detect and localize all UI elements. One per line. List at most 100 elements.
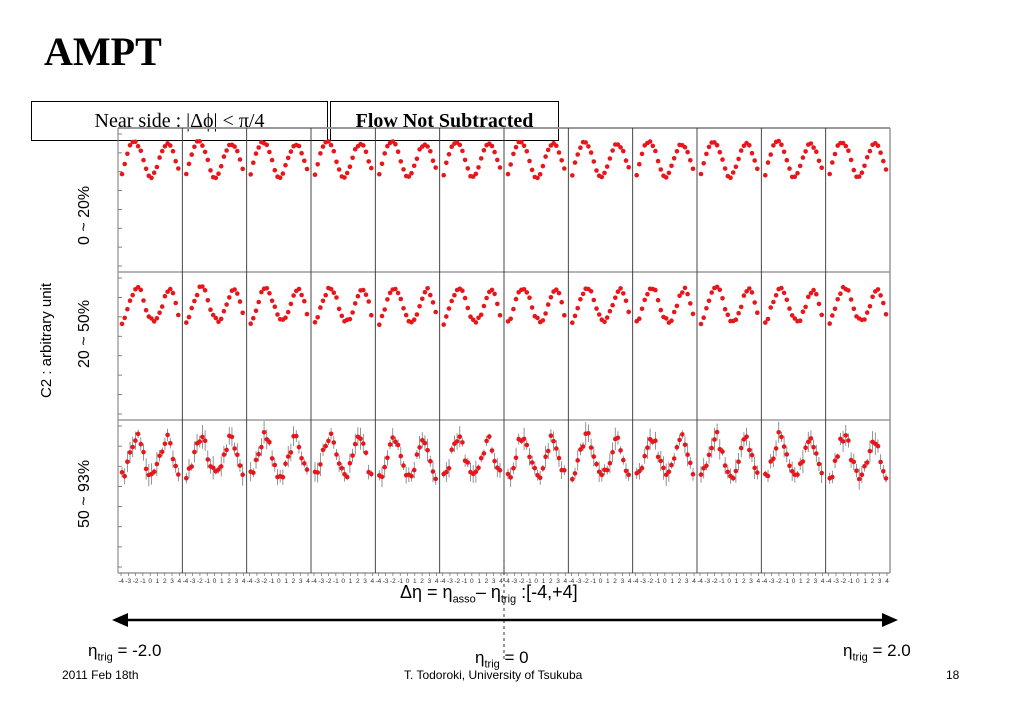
data-point	[331, 290, 337, 296]
data-point	[433, 476, 439, 482]
data-point	[489, 287, 495, 293]
data-point	[122, 473, 127, 479]
x-tick-label: 4	[885, 578, 889, 585]
data-point	[712, 437, 717, 442]
x-tick-label: 2	[613, 578, 617, 585]
x-tick-label: 4	[499, 578, 503, 585]
data-point	[680, 290, 685, 295]
data-point	[468, 314, 473, 320]
data-point	[312, 172, 318, 177]
data-point	[784, 157, 790, 163]
data-point	[363, 292, 369, 298]
data-point	[755, 166, 760, 172]
data-point	[342, 175, 347, 180]
data-point	[653, 148, 658, 154]
data-point	[151, 469, 157, 475]
data-point	[722, 463, 728, 468]
data-point	[816, 461, 822, 467]
data-point	[596, 469, 602, 475]
data-point	[615, 289, 621, 295]
x-tick-label: -3	[254, 578, 260, 585]
data-point	[280, 474, 286, 480]
data-point	[800, 309, 806, 315]
x-tick-label: 0	[341, 578, 345, 585]
data-point	[714, 142, 720, 148]
data-point	[749, 150, 755, 156]
data-point	[336, 167, 342, 172]
data-point	[613, 295, 618, 301]
y-axis-label: C2 : arbitrary unit	[38, 282, 55, 398]
x-tick-label: -3	[576, 578, 582, 585]
data-point	[478, 312, 484, 318]
data-point	[827, 321, 832, 326]
data-point	[344, 170, 350, 176]
data-point	[867, 448, 873, 454]
data-point	[720, 157, 725, 162]
x-tick-label: -4	[182, 578, 188, 585]
data-point	[637, 316, 642, 322]
data-point	[489, 448, 495, 453]
x-tick-label: 3	[749, 578, 753, 585]
data-point	[690, 166, 696, 172]
data-point	[484, 438, 489, 444]
data-point	[508, 316, 513, 322]
data-point	[543, 454, 548, 460]
row-label-0-20: 0 ~ 20%	[76, 185, 93, 245]
data-point	[173, 300, 178, 306]
data-point	[143, 466, 149, 472]
data-point	[650, 143, 656, 149]
data-point	[655, 454, 661, 460]
near-side-label: Near side : |Δϕ| < π/4	[31, 101, 328, 141]
data-point	[403, 312, 409, 318]
flow-label: Flow Not Subtracted	[330, 101, 559, 141]
data-point	[253, 457, 259, 463]
data-point	[588, 289, 594, 294]
data-point	[806, 439, 811, 445]
x-tick-label: -2	[326, 578, 332, 585]
data-point	[779, 285, 784, 291]
data-point	[387, 442, 393, 447]
data-point	[540, 466, 546, 471]
x-tick-label: -4	[504, 578, 510, 585]
data-point	[819, 312, 824, 318]
data-point	[864, 310, 870, 315]
data-point	[570, 320, 575, 326]
data-point	[361, 143, 366, 148]
x-tick-label: -1	[655, 578, 661, 585]
data-point	[272, 462, 278, 468]
data-point	[334, 452, 339, 457]
data-point	[698, 472, 704, 477]
data-point	[487, 434, 492, 439]
data-point	[355, 293, 361, 299]
data-point	[572, 160, 578, 165]
x-tick-label: -4	[311, 578, 317, 585]
data-point	[685, 291, 690, 297]
data-point	[119, 171, 125, 177]
data-point	[318, 151, 323, 156]
x-tick-label: 1	[542, 578, 546, 585]
data-point	[706, 298, 712, 304]
data-point	[784, 452, 790, 457]
x-tick-label: -2	[776, 578, 782, 585]
data-point	[521, 143, 527, 149]
data-point	[406, 174, 412, 179]
data-point	[599, 472, 605, 478]
data-point	[781, 149, 787, 155]
data-point	[795, 170, 800, 176]
x-tick-label: 3	[363, 578, 367, 585]
data-point	[730, 475, 736, 481]
data-point	[747, 447, 752, 453]
data-point	[688, 158, 693, 163]
data-point	[559, 158, 564, 163]
data-point	[583, 140, 588, 145]
data-point	[621, 291, 626, 296]
data-point	[698, 321, 704, 327]
data-point	[141, 157, 146, 163]
data-point	[283, 315, 288, 321]
data-point	[315, 470, 321, 475]
data-point	[162, 293, 168, 299]
data-point	[323, 292, 329, 298]
x-tick-label: 3	[878, 578, 882, 585]
data-point	[618, 448, 623, 453]
data-point	[851, 167, 857, 173]
